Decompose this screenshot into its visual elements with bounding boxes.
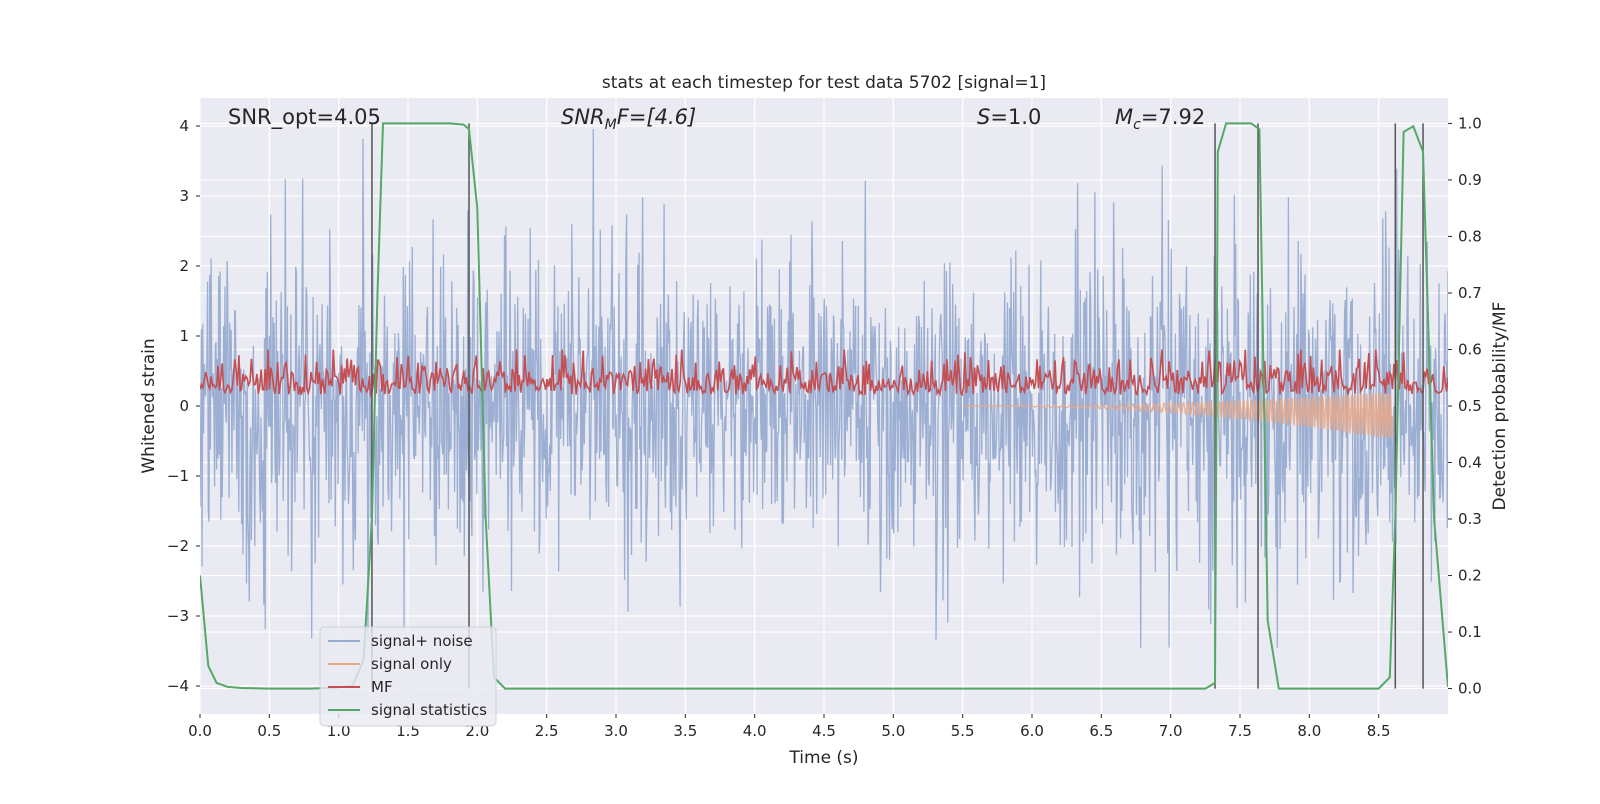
x-tick-label-6: 3.0 <box>604 722 628 740</box>
snr-mf-base: SNR <box>561 105 605 129</box>
signal-only-line <box>962 392 1394 439</box>
x-tick-label-10: 5.0 <box>881 722 905 740</box>
y2-tick-label-0: 1.0 <box>1458 114 1482 132</box>
y2-tick-label-3: 0.7 <box>1458 284 1482 302</box>
annotation-mc: Mc=7.92 <box>1115 105 1205 133</box>
x-tick-label-12: 6.0 <box>1020 722 1044 740</box>
mc-sub: c <box>1133 117 1141 133</box>
x-tick-label-15: 7.5 <box>1228 722 1252 740</box>
y-tick-label-5: −1 <box>167 467 189 485</box>
s-label: S <box>977 105 990 129</box>
snr-mf-sub: M <box>605 117 617 133</box>
x-tick-label-9: 4.5 <box>812 722 836 740</box>
signal-only-series <box>962 392 1394 439</box>
y-tick-label-7: −3 <box>167 607 189 625</box>
y2-axis-label: Detection probability/MF <box>1490 302 1510 511</box>
y-tick-label-8: −4 <box>167 677 189 695</box>
y2-tick-label-9: 0.1 <box>1458 623 1482 641</box>
snr-mf-rest: F=[4.6] <box>617 105 696 129</box>
y-tick-label-3: 1 <box>179 327 189 345</box>
x-ticks: 0.0 0.5 1.0 1.5 2.0 2.5 3.0 3.5 4.0 4.5 5.0 5.5 6.0 6… <box>188 714 1391 740</box>
mf-series <box>200 349 1448 398</box>
y-tick-label-2: 2 <box>179 257 189 275</box>
annotation-snr-mf: SNRMF=[4.6] <box>561 105 696 133</box>
mc-value: =7.92 <box>1141 105 1205 129</box>
y2-tick-label-10: 0.0 <box>1458 680 1482 698</box>
legend-label-noise: signal+ noise <box>371 632 473 650</box>
y2-tick-label-6: 0.4 <box>1458 454 1482 472</box>
x-tick-label-11: 5.5 <box>951 722 975 740</box>
y-ticks: 4 3 2 1 0 −1 −2 −3 −4 <box>167 117 200 695</box>
y-tick-label-4: 0 <box>179 397 189 415</box>
legend-label-mf: MF <box>371 678 393 696</box>
y2-tick-label-2: 0.8 <box>1458 227 1482 245</box>
mf-line <box>200 349 1448 398</box>
x-tick-label-13: 6.5 <box>1089 722 1113 740</box>
y2-tick-label-4: 0.6 <box>1458 340 1482 358</box>
legend-label-signal: signal only <box>371 655 452 673</box>
y2-tick-label-8: 0.2 <box>1458 567 1482 585</box>
y2-tick-label-1: 0.9 <box>1458 171 1482 189</box>
s-value: =1.0 <box>990 105 1041 129</box>
annotation-snr-opt: SNR_opt=4.05 <box>228 105 381 130</box>
x-tick-label-8: 4.0 <box>743 722 767 740</box>
y2-tick-label-5: 0.5 <box>1458 397 1482 415</box>
x-tick-label-16: 8.0 <box>1297 722 1321 740</box>
y-tick-label-6: −2 <box>167 537 189 555</box>
x-tick-label-1: 0.5 <box>257 722 281 740</box>
x-tick-label-5: 2.5 <box>535 722 559 740</box>
y2-tick-label-7: 0.3 <box>1458 510 1482 528</box>
mc-base: M <box>1115 105 1133 129</box>
legend-box <box>319 626 497 727</box>
x-tick-label-0: 0.0 <box>188 722 212 740</box>
y-tick-label-1: 3 <box>179 187 189 205</box>
legend: signal+ noise signal only MF signal stat… <box>319 626 497 727</box>
y-tick-label-0: 4 <box>179 117 189 135</box>
x-axis-label: Time (s) <box>788 748 858 768</box>
y-axis-label: Whitened strain <box>139 338 159 473</box>
x-tick-label-7: 3.5 <box>673 722 697 740</box>
legend-label-stat: signal statistics <box>371 701 487 719</box>
y2-ticks: 1.0 0.9 0.8 0.7 0.6 0.5 0.4 0.3 0.2 0.1 0.0 <box>1448 114 1482 698</box>
x-tick-label-17: 8.5 <box>1367 722 1391 740</box>
annotation-s: S=1.0 <box>977 105 1041 129</box>
chart-title: stats at each timestep for test data 570… <box>602 73 1046 93</box>
x-tick-label-14: 7.0 <box>1159 722 1183 740</box>
